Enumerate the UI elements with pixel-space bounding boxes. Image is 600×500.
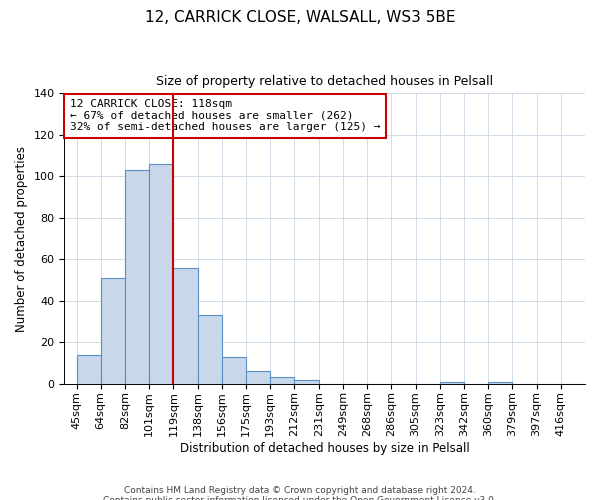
Y-axis label: Number of detached properties: Number of detached properties bbox=[15, 146, 28, 332]
Bar bbox=[295, 380, 319, 384]
Bar bbox=[440, 382, 464, 384]
Bar bbox=[246, 371, 270, 384]
Text: Contains HM Land Registry data © Crown copyright and database right 2024.: Contains HM Land Registry data © Crown c… bbox=[124, 486, 476, 495]
Bar bbox=[197, 315, 222, 384]
Bar bbox=[77, 354, 101, 384]
Text: Contains public sector information licensed under the Open Government Licence v3: Contains public sector information licen… bbox=[103, 496, 497, 500]
Bar bbox=[270, 378, 295, 384]
Title: Size of property relative to detached houses in Pelsall: Size of property relative to detached ho… bbox=[156, 75, 493, 88]
Bar bbox=[173, 268, 197, 384]
X-axis label: Distribution of detached houses by size in Pelsall: Distribution of detached houses by size … bbox=[180, 442, 470, 455]
Bar bbox=[488, 382, 512, 384]
Bar bbox=[101, 278, 125, 384]
Text: 12 CARRICK CLOSE: 118sqm
← 67% of detached houses are smaller (262)
32% of semi-: 12 CARRICK CLOSE: 118sqm ← 67% of detach… bbox=[70, 99, 380, 132]
Bar bbox=[125, 170, 149, 384]
Bar bbox=[222, 356, 246, 384]
Bar bbox=[149, 164, 173, 384]
Text: 12, CARRICK CLOSE, WALSALL, WS3 5BE: 12, CARRICK CLOSE, WALSALL, WS3 5BE bbox=[145, 10, 455, 25]
